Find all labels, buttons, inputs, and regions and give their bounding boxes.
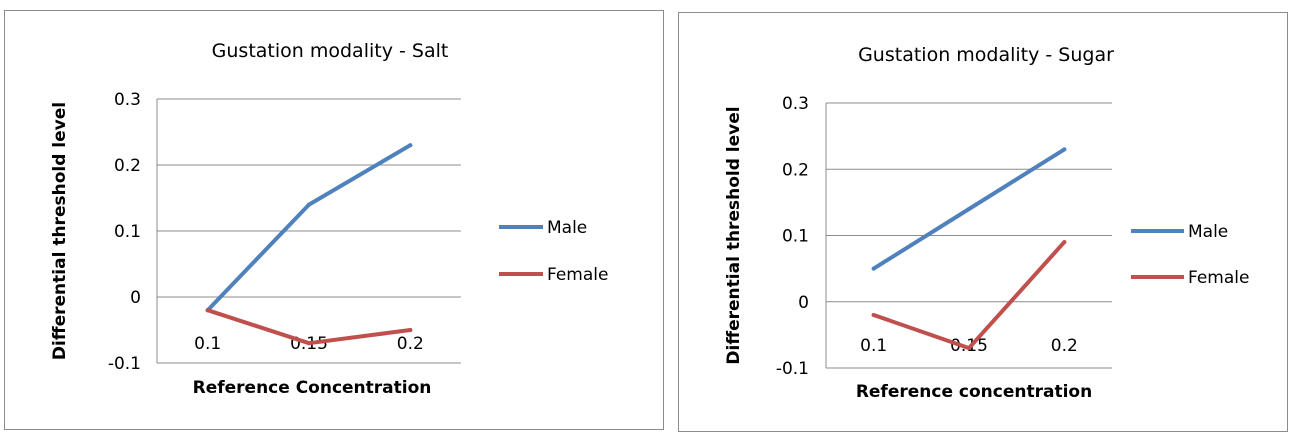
y-tick-label: 0.1: [114, 222, 141, 242]
chart-sugar: Gustation modality - Sugar 0.3 0.2 0.1 0 -0.1…: [678, 12, 1288, 432]
chart-title: Gustation modality - Salt: [212, 40, 449, 62]
series-line-male: [205, 143, 413, 313]
data-point-male: [408, 143, 413, 148]
legend-label-male: Male: [547, 218, 587, 238]
data-point-male: [871, 266, 876, 271]
y-tick-label: 0.1: [782, 227, 809, 247]
x-axis-label: Reference concentration: [856, 382, 1092, 402]
data-point-female: [967, 346, 971, 351]
data-point-male: [307, 202, 311, 207]
y-tick-label: 0.3: [114, 90, 141, 110]
y-tick-label: -0.1: [776, 359, 809, 379]
data-point-female: [205, 308, 210, 313]
legend-label-male: Male: [1188, 222, 1228, 242]
x-tick-label: 0.2: [1051, 336, 1078, 356]
y-axis-label: Differential threshold level: [724, 106, 744, 364]
y-tick-label: -0.1: [108, 354, 141, 374]
data-point-male: [967, 207, 971, 211]
chart-salt: Gustation modality - Salt 0.3 0.2 0.1 0 -0.1 0…: [4, 10, 664, 430]
data-point-female: [408, 328, 413, 332]
y-tick-label: 0.2: [782, 160, 809, 180]
series-line-female: [871, 240, 1067, 351]
x-axis-label: Reference Concentration: [193, 378, 432, 398]
x-tick-label: 0.1: [860, 336, 887, 356]
y-tick-label: 0: [130, 288, 141, 308]
data-point-female: [1062, 240, 1067, 245]
data-point-female: [307, 341, 311, 346]
y-tick-label: 0: [798, 293, 809, 313]
y-axis-label: Differential threshold level: [50, 102, 70, 360]
data-point-female: [871, 313, 876, 317]
y-tick-label: 0.3: [782, 94, 809, 114]
data-point-male: [1062, 147, 1067, 152]
chart-sugar-svg: Gustation modality - Sugar 0.3 0.2 0.1 0 -0.1…: [724, 44, 1249, 402]
x-tick-label: 0.2: [397, 334, 424, 354]
chart-salt-svg: Gustation modality - Salt 0.3 0.2 0.1 0 -0.1 0…: [50, 40, 608, 398]
chart-title: Gustation modality - Sugar: [858, 44, 1114, 66]
legend-label-female: Female: [1188, 268, 1249, 288]
legend-label-female: Female: [547, 265, 608, 285]
y-tick-label: 0.2: [114, 156, 141, 176]
x-tick-label: 0.1: [194, 334, 221, 354]
